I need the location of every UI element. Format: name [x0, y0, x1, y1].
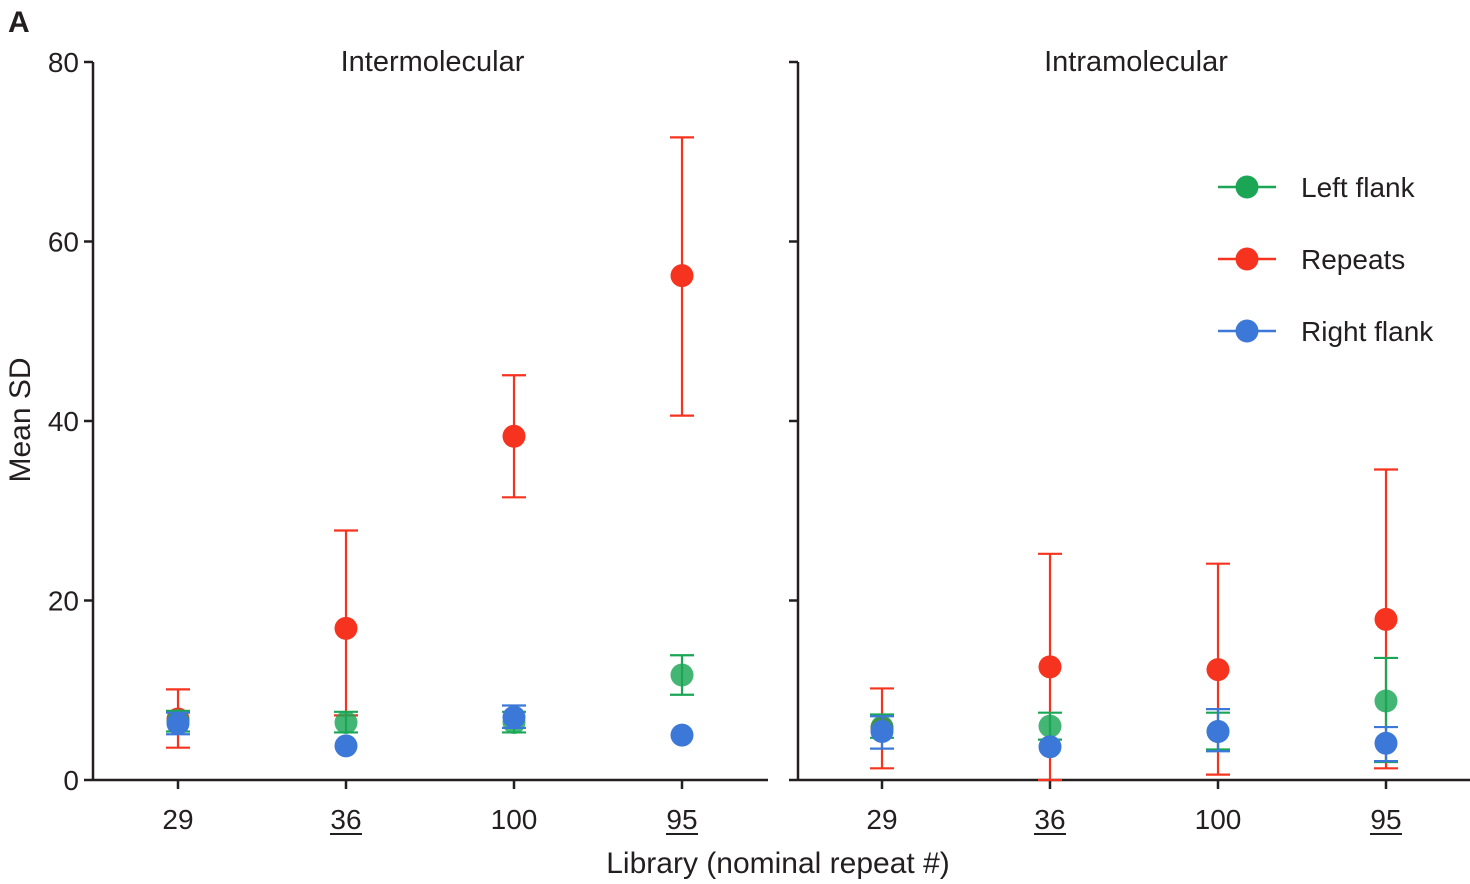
- data-point: [1038, 735, 1062, 759]
- x-tick-label: 29: [162, 804, 193, 835]
- series-repeats: [870, 468, 1398, 782]
- x-tick-label: 36: [1034, 804, 1065, 835]
- x-tick-label: 100: [491, 804, 538, 835]
- data-point: [1206, 658, 1230, 682]
- x-axis-title: Library (nominal repeat #): [606, 847, 950, 880]
- chart-panels: 0 20 40 60 80 29 36 100 95 Intermolecular 29 36 100 9…: [48, 46, 1470, 835]
- data-point: [670, 264, 694, 288]
- chart-panel-2: 29 36 100 95 Intramolecular: [789, 46, 1470, 835]
- y-tick-label: 60: [48, 227, 79, 258]
- legend-label: Right flank: [1301, 316, 1434, 347]
- series-repeats: [166, 136, 694, 749]
- data-point: [502, 424, 526, 448]
- y-tick-label: 0: [63, 765, 79, 796]
- data-point: [670, 663, 694, 687]
- x-tick-label: 29: [866, 804, 897, 835]
- legend-item-left-flank: Left flank: [1218, 172, 1416, 203]
- data-point: [334, 616, 358, 640]
- data-point: [1206, 720, 1230, 744]
- legend-item-repeats: Repeats: [1218, 244, 1405, 275]
- legend-marker: [1235, 247, 1259, 271]
- data-point: [1374, 731, 1398, 755]
- data-point: [334, 734, 358, 758]
- data-point: [1374, 689, 1398, 713]
- legend-label: Repeats: [1301, 244, 1405, 275]
- legend-marker: [1235, 319, 1259, 343]
- x-tick-label: 95: [666, 804, 697, 835]
- data-point: [1038, 714, 1062, 738]
- data-point: [334, 711, 358, 735]
- data-point: [870, 720, 894, 744]
- legend: Left flank Repeats Right flank: [1218, 172, 1434, 347]
- legend-item-right-flank: Right flank: [1218, 316, 1434, 347]
- series-left-flank: [166, 654, 694, 735]
- panel-title: Intramolecular: [1044, 46, 1228, 78]
- y-tick-label: 80: [48, 47, 79, 78]
- panel-letter: A: [8, 6, 30, 39]
- x-tick-label: 95: [1370, 804, 1401, 835]
- legend-label: Left flank: [1301, 172, 1416, 203]
- y-tick-label: 40: [48, 406, 79, 437]
- x-tick-label: 100: [1195, 804, 1242, 835]
- series-right-flank: [870, 707, 1398, 763]
- series-left-flank: [870, 656, 1398, 764]
- chart-panel-1: 0 20 40 60 80 29 36 100 95 Intermolecular: [48, 46, 768, 835]
- series-right-flank: [166, 704, 694, 758]
- data-point: [1374, 607, 1398, 631]
- data-point: [670, 723, 694, 747]
- data-point: [502, 705, 526, 729]
- panel-title: Intermolecular: [341, 46, 525, 78]
- y-axis-title: Mean SD: [4, 357, 37, 482]
- data-point: [1038, 655, 1062, 679]
- legend-marker: [1235, 175, 1259, 199]
- y-tick-label: 20: [48, 586, 79, 617]
- data-point: [166, 711, 190, 735]
- x-tick-label: 36: [330, 804, 361, 835]
